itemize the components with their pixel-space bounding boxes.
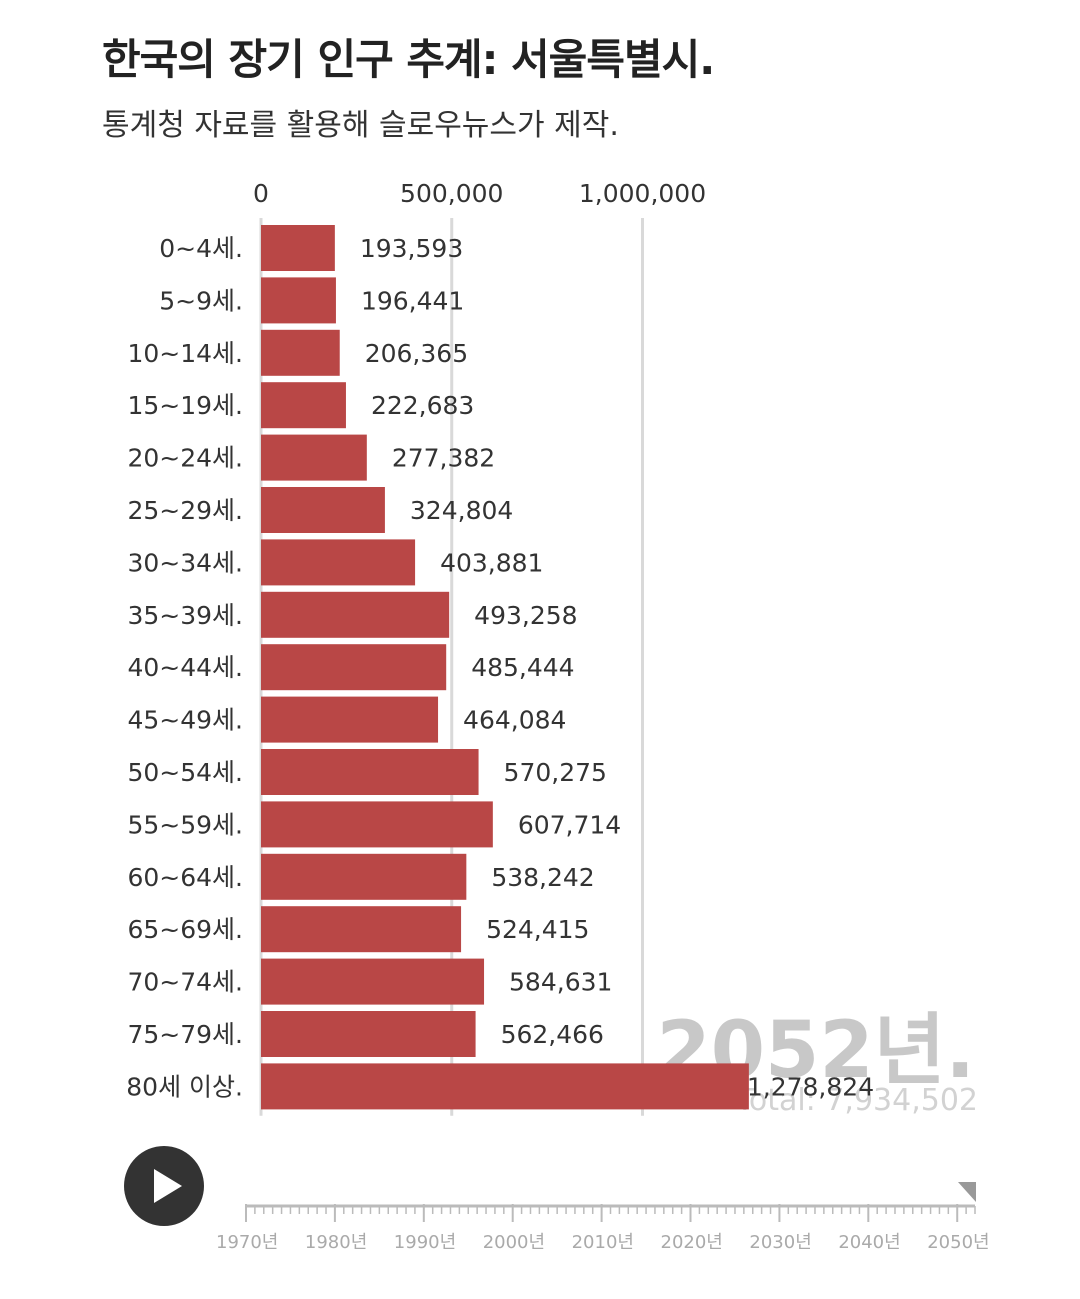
value-label: 196,441 <box>361 286 464 315</box>
value-label: 1,278,824 <box>747 1072 874 1101</box>
value-label: 493,258 <box>474 601 577 630</box>
x-tick-label: 1,000,000 <box>579 179 706 208</box>
value-label: 222,683 <box>371 391 474 420</box>
category-label: 70~74세. <box>127 968 243 997</box>
category-label: 0~4세. <box>159 234 243 263</box>
category-label: 55~59세. <box>127 810 243 839</box>
x-tick-label: 0 <box>253 179 269 208</box>
timeline-year-label: 1970년 <box>216 1232 278 1253</box>
bar <box>261 487 385 533</box>
value-label: 570,275 <box>504 758 607 787</box>
category-label: 75~79세. <box>127 1020 243 1049</box>
value-labels: 193,593 196,441 206,365 222,683 277,382 324,8… <box>360 234 874 1101</box>
bar <box>261 906 462 953</box>
bar <box>261 1011 476 1057</box>
chart-subtitle: 통계청 자료를 활용해 슬로우뉴스가 제작. <box>102 108 619 143</box>
timeline-ticks <box>245 1204 976 1222</box>
category-label: 5~9세. <box>159 286 243 315</box>
x-axis-ticks: 0 500,000 1,000,000 <box>253 179 706 208</box>
category-label: 50~54세. <box>127 758 243 787</box>
timeline-year-label: 2030년 <box>749 1232 811 1253</box>
category-label: 80세 이상. <box>126 1072 243 1101</box>
timeline-year-label: 2020년 <box>661 1232 723 1253</box>
bar <box>261 539 416 586</box>
population-bar-chart: 0 500,000 1,000,000 2052년. Total: 7,934,50… <box>126 179 978 1118</box>
timeline-year-label: 2050년 <box>927 1232 989 1253</box>
bar <box>261 434 367 481</box>
category-label: 65~69세. <box>127 915 243 944</box>
timeline-year-label: 2010년 <box>572 1232 634 1253</box>
bars <box>261 225 749 1110</box>
category-label: 20~24세. <box>127 444 243 473</box>
bar <box>261 225 335 271</box>
bar <box>261 958 485 1005</box>
total-population-label: Total: 7,934,502 <box>735 1083 978 1118</box>
bar <box>261 591 450 638</box>
value-label: 538,242 <box>491 863 594 892</box>
category-label: 40~44세. <box>127 653 243 682</box>
category-label: 35~39세. <box>127 601 243 630</box>
bar <box>261 382 346 429</box>
value-label: 607,714 <box>518 810 621 839</box>
category-label: 15~19세. <box>127 391 243 420</box>
timeline-handle[interactable] <box>958 1182 976 1202</box>
bar <box>261 749 479 795</box>
timeline-year-label: 1980년 <box>305 1232 367 1253</box>
value-label: 277,382 <box>392 444 495 473</box>
value-label: 584,631 <box>509 968 612 997</box>
value-label: 193,593 <box>360 234 463 263</box>
bar <box>261 801 493 848</box>
value-label: 324,804 <box>410 496 513 525</box>
bar <box>261 853 467 900</box>
value-label: 524,415 <box>486 915 589 944</box>
category-label: 60~64세. <box>127 863 243 892</box>
year-timeline-slider[interactable]: 1970년 1980년 1990년 2000년 2010년 2020년 2030년 2040년… <box>0 1170 1080 1260</box>
category-label: 10~14세. <box>127 339 243 368</box>
play-icon <box>154 1169 182 1203</box>
play-button[interactable] <box>124 1146 204 1226</box>
timeline-year-label: 2000년 <box>483 1232 545 1253</box>
value-label: 464,084 <box>463 706 566 735</box>
bar <box>261 644 447 691</box>
category-label: 45~49세. <box>127 706 243 735</box>
chart-title: 한국의 장기 인구 추계: 서울특별시. <box>102 35 715 84</box>
category-label: 25~29세. <box>127 496 243 525</box>
timeline-year-label: 2040년 <box>838 1232 900 1253</box>
value-label: 206,365 <box>365 339 468 368</box>
value-label: 562,466 <box>501 1020 604 1049</box>
category-labels: 0~4세. 5~9세. 10~14세. 15~19세. 20~24세. 25~29세. 30… <box>126 234 243 1101</box>
x-tick-label: 500,000 <box>400 179 503 208</box>
value-label: 403,881 <box>440 548 543 577</box>
bar <box>261 1063 749 1110</box>
bar <box>261 277 336 324</box>
category-label: 30~34세. <box>127 548 243 577</box>
value-label: 485,444 <box>471 653 574 682</box>
bar <box>261 329 340 376</box>
timeline-year-label: 1990년 <box>394 1232 456 1253</box>
bar <box>261 696 439 743</box>
timeline-labels: 1970년 1980년 1990년 2000년 2010년 2020년 2030년 2040년… <box>216 1232 990 1253</box>
